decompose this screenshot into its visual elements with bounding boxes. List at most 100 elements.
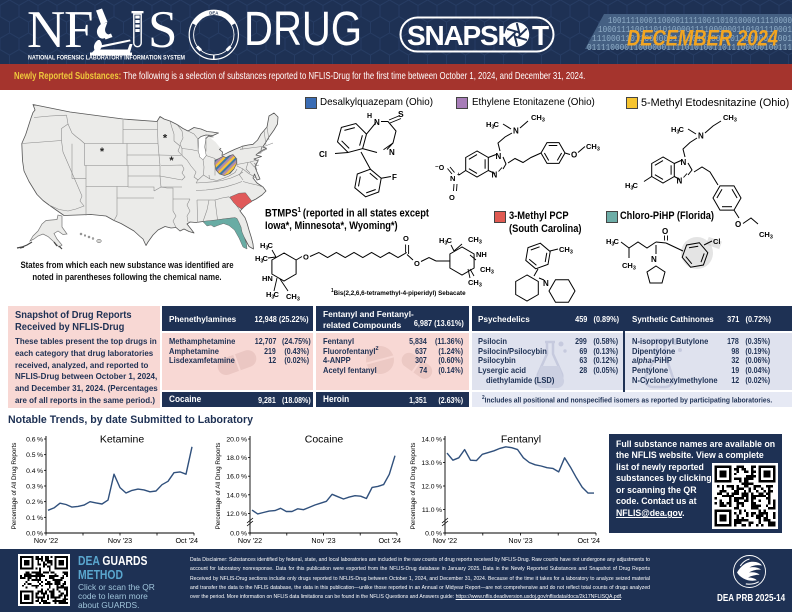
- svg-text:C: C: [494, 120, 500, 129]
- svg-text:H3: H3: [439, 236, 447, 247]
- svg-text:Nov '22: Nov '22: [433, 536, 457, 545]
- svg-text:+: +: [457, 172, 460, 178]
- svg-text:13.0 %: 13.0 %: [421, 460, 442, 467]
- svg-text:Oct '24: Oct '24: [175, 536, 198, 545]
- svg-text:14.0 %: 14.0 %: [226, 492, 247, 499]
- svg-text:SNAPSH: SNAPSH: [407, 20, 517, 51]
- svg-text:DECEMBER 2024: DECEMBER 2024: [627, 26, 778, 51]
- svg-text:O: O: [403, 234, 409, 243]
- svg-text:Cocaine: Cocaine: [305, 434, 344, 446]
- svg-text:12.0 %: 12.0 %: [421, 484, 442, 491]
- svg-text:11.0 %: 11.0 %: [422, 507, 442, 514]
- svg-text:C: C: [268, 241, 274, 250]
- svg-text:Percentage of All Drug Reports: Percentage of All Drug Reports: [11, 443, 18, 530]
- svg-text:O: O: [662, 227, 668, 236]
- svg-text:T: T: [532, 20, 549, 51]
- svg-text:Oct '24: Oct '24: [378, 536, 401, 545]
- svg-text:H3: H3: [255, 254, 263, 265]
- svg-text:NATIONAL FORENSIC LABORATORY I: NATIONAL FORENSIC LABORATORY INFORMATION…: [28, 55, 185, 62]
- svg-text:O: O: [414, 259, 420, 268]
- svg-text:CH3: CH3: [286, 292, 300, 303]
- svg-text:0.5 %: 0.5 %: [26, 452, 43, 459]
- svg-text:N: N: [651, 255, 657, 264]
- svg-text:Nov '22: Nov '22: [238, 536, 262, 545]
- svg-text:0.0 %: 0.0 %: [425, 531, 442, 538]
- svg-text:N: N: [698, 132, 704, 141]
- svg-text:C: C: [274, 290, 280, 299]
- svg-text:011110000110000001111010100110: 0111100001100000011110101001101110000010…: [587, 43, 792, 53]
- svg-text:Nov '23: Nov '23: [508, 536, 532, 545]
- svg-text:O: O: [571, 151, 577, 160]
- svg-text:N: N: [492, 171, 498, 180]
- svg-text:H3: H3: [260, 241, 268, 252]
- svg-text:CH3: CH3: [723, 113, 737, 124]
- svg-text:N: N: [681, 158, 687, 167]
- svg-text:N: N: [374, 118, 380, 127]
- svg-text:N: N: [450, 174, 455, 183]
- svg-text:HN: HN: [262, 274, 273, 283]
- svg-text:*: *: [163, 133, 168, 145]
- svg-text:H3: H3: [486, 120, 494, 131]
- svg-text:0.4 %: 0.4 %: [26, 468, 43, 475]
- svg-text:Percentage of All Drug Reports: Percentage of All Drug Reports: [410, 443, 417, 530]
- svg-text:F: F: [64, 5, 93, 59]
- svg-text:CH3: CH3: [480, 265, 494, 276]
- svg-text:C: C: [447, 236, 453, 245]
- svg-text:16.0 %: 16.0 %: [226, 474, 247, 481]
- svg-text:NH: NH: [476, 250, 487, 259]
- svg-text:18.0 %: 18.0 %: [226, 455, 247, 462]
- svg-text:DEA: DEA: [209, 10, 218, 15]
- svg-text:Fentanyl: Fentanyl: [501, 434, 541, 446]
- svg-text:H: H: [367, 113, 372, 120]
- svg-text:100111100011000011111001101010: 1001111000110000111110011010100001111000…: [608, 16, 792, 26]
- svg-text:Nov '22: Nov '22: [34, 536, 58, 545]
- svg-text:N: N: [677, 177, 683, 186]
- svg-text:Ketamine: Ketamine: [100, 434, 145, 446]
- svg-text:H3: H3: [266, 290, 274, 301]
- svg-text:N: N: [513, 127, 519, 136]
- svg-text:⁻O: ⁻O: [435, 165, 445, 172]
- svg-text:CH3: CH3: [586, 142, 600, 153]
- svg-text:S: S: [148, 5, 177, 59]
- svg-text:C: C: [633, 181, 639, 190]
- svg-text:CH3: CH3: [622, 261, 636, 272]
- svg-text:CH3: CH3: [559, 245, 573, 256]
- svg-text:H3: H3: [606, 237, 614, 248]
- svg-text:O: O: [449, 193, 455, 202]
- svg-text:Nov '23: Nov '23: [108, 536, 132, 545]
- svg-text:0.0 %: 0.0 %: [230, 531, 247, 538]
- svg-text:N: N: [496, 152, 502, 161]
- svg-text:111000110110000001111010100110: 1110001101100000011110101001101100000110…: [592, 34, 792, 44]
- svg-text:Percentage of All Drug Reports: Percentage of All Drug Reports: [215, 443, 222, 530]
- svg-text:*: *: [100, 146, 105, 158]
- svg-text:Nov '23: Nov '23: [311, 536, 335, 545]
- svg-text:20.0 %: 20.0 %: [226, 437, 247, 444]
- svg-text:14.0 %: 14.0 %: [421, 437, 442, 444]
- svg-text:CH3: CH3: [759, 230, 773, 241]
- svg-text:Oct '24: Oct '24: [577, 536, 600, 545]
- svg-text:O: O: [303, 253, 309, 262]
- svg-text:CH3: CH3: [531, 113, 545, 124]
- svg-text:Cl: Cl: [713, 237, 721, 246]
- svg-text:N: N: [27, 5, 65, 59]
- svg-text:CH3: CH3: [468, 235, 482, 246]
- svg-text:0.0 %: 0.0 %: [26, 531, 43, 538]
- svg-text:100011110011010100001111000000: 1000111100110101000011110000001101011100…: [598, 25, 792, 35]
- svg-text:CH3: CH3: [468, 278, 482, 289]
- svg-text:12.0 %: 12.0 %: [226, 511, 247, 518]
- svg-text:N: N: [543, 279, 549, 288]
- svg-text:H3: H3: [671, 125, 679, 136]
- svg-text:F: F: [392, 173, 397, 182]
- svg-text:N: N: [389, 148, 395, 157]
- svg-text:O: O: [735, 220, 741, 229]
- svg-text:C: C: [263, 254, 269, 263]
- svg-text:C: C: [679, 125, 685, 134]
- svg-text:0.6 %: 0.6 %: [26, 437, 43, 444]
- svg-text:*: *: [169, 155, 174, 167]
- svg-text:0.1 %: 0.1 %: [26, 515, 43, 522]
- svg-text:Cl: Cl: [319, 150, 327, 159]
- svg-text:0.3 %: 0.3 %: [26, 484, 43, 491]
- svg-text:0.2 %: 0.2 %: [26, 499, 43, 506]
- svg-text:C: C: [614, 237, 620, 246]
- svg-text:S: S: [398, 109, 404, 119]
